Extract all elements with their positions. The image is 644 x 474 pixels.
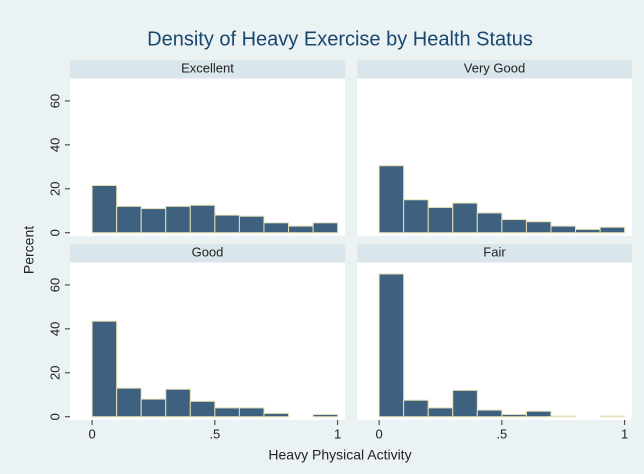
y-tick-label: 0 xyxy=(47,413,62,420)
panel-title: Good xyxy=(192,244,224,259)
bar xyxy=(263,222,290,234)
panel-header xyxy=(70,60,345,78)
y-tick-label: 60 xyxy=(47,94,62,108)
bar xyxy=(452,389,478,418)
bar xyxy=(140,398,167,418)
bar xyxy=(501,219,527,234)
bar xyxy=(550,415,577,418)
x-axis-title: Heavy Physical Activity xyxy=(268,447,411,463)
bar xyxy=(312,414,339,418)
x-tick-label: 0 xyxy=(375,426,382,441)
bar xyxy=(378,273,405,418)
y-tick-label: 60 xyxy=(47,278,62,292)
y-axis-title: Percent xyxy=(21,226,37,274)
x-tick-label: .5 xyxy=(496,426,507,441)
panel-title: Fair xyxy=(483,244,506,259)
y-tick-label: 40 xyxy=(47,322,62,336)
bar xyxy=(263,412,290,418)
bar xyxy=(501,414,527,418)
bar xyxy=(525,410,552,418)
bar xyxy=(214,407,240,418)
panel-title: Very Good xyxy=(464,60,525,75)
y-tick-label: 40 xyxy=(47,138,62,152)
bar xyxy=(238,215,265,234)
bar xyxy=(312,222,339,234)
bar xyxy=(476,409,503,418)
bar xyxy=(599,415,626,418)
chart-title: Density of Heavy Exercise by Health Stat… xyxy=(147,28,533,50)
x-tick-label: 0 xyxy=(88,426,95,441)
bar xyxy=(403,399,429,418)
bar xyxy=(525,221,552,234)
bar xyxy=(189,204,216,234)
y-tick-label: 20 xyxy=(47,182,62,196)
bar xyxy=(575,228,601,234)
panel-title: Excellent xyxy=(181,60,234,75)
bar xyxy=(214,214,240,234)
bar xyxy=(550,225,577,234)
panel-header xyxy=(357,60,632,78)
bar xyxy=(165,205,191,234)
bar xyxy=(427,407,454,418)
bar xyxy=(476,212,503,234)
bar xyxy=(452,202,478,234)
bar xyxy=(599,226,626,234)
bar xyxy=(91,184,118,234)
bar xyxy=(288,225,314,234)
y-tick-label: 20 xyxy=(47,366,62,380)
y-tick-label: 0 xyxy=(47,229,62,236)
bar xyxy=(91,320,118,418)
bar xyxy=(378,165,405,234)
panel-header xyxy=(70,244,345,262)
x-tick-label: 1 xyxy=(334,426,341,441)
bar xyxy=(140,208,167,234)
bar xyxy=(116,387,142,418)
panel-header xyxy=(357,244,632,262)
bar xyxy=(238,407,265,418)
x-tick-label: .5 xyxy=(209,426,220,441)
bar xyxy=(403,199,429,234)
x-tick-label: 1 xyxy=(621,426,628,441)
bar xyxy=(427,206,454,234)
bar xyxy=(189,400,216,418)
bar xyxy=(116,205,142,234)
bar xyxy=(165,388,191,418)
